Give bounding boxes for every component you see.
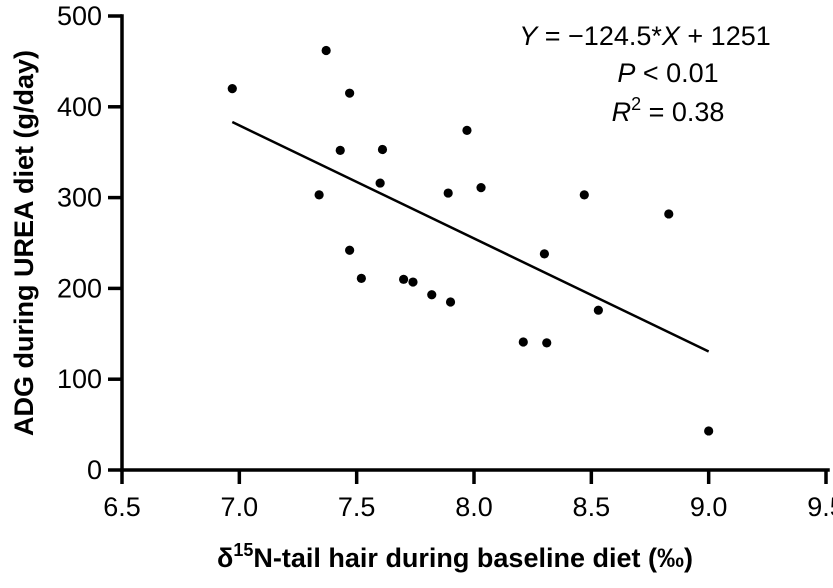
x-tick-label: 8.5 [573, 492, 611, 522]
data-point [377, 144, 388, 155]
r-symbol: R [612, 97, 632, 127]
x-axis-title-sup: 15 [233, 540, 253, 560]
data-point [593, 305, 603, 315]
data-point [443, 188, 453, 198]
data-point [227, 84, 237, 94]
r-rest: = 0.38 [641, 97, 724, 127]
data-point [704, 426, 714, 436]
regression-equation: Y = −124.5*X + 1251 [519, 21, 771, 51]
x-ticks: 6.5 7.0 7.5 8.0 8.5 9.0 9.5 [103, 470, 833, 522]
y-tick-label: 0 [87, 455, 102, 485]
data-point [345, 245, 355, 255]
x-tick-label: 7.5 [338, 492, 376, 522]
data-point [476, 183, 486, 193]
data-point [579, 190, 589, 200]
eq-mid: = −124.5* [537, 21, 662, 51]
data-point [408, 277, 418, 287]
x-tick-label: 9.5 [807, 492, 833, 522]
eq-end: + 1251 [680, 21, 771, 51]
data-point [462, 125, 472, 136]
p-symbol: P [617, 58, 635, 88]
data-point [335, 145, 345, 155]
data-point [356, 273, 366, 284]
data-point [539, 249, 550, 259]
data-point [375, 178, 385, 188]
y-tick-label: 200 [57, 273, 102, 303]
x-tick-label: 9.0 [690, 492, 728, 522]
data-point [542, 338, 552, 348]
points-layer [227, 45, 714, 436]
data-point [314, 190, 324, 200]
data-point [399, 274, 409, 284]
r-squared: R2 = 0.38 [612, 94, 725, 127]
x-tick-label: 8.0 [455, 492, 493, 522]
eq-y-symbol: Y [519, 21, 539, 51]
x-axis-title-delta: δ [217, 543, 233, 573]
data-point [518, 337, 528, 347]
y-tick-label: 500 [57, 1, 102, 31]
r-sup: 2 [631, 94, 641, 114]
x-tick-label: 7.0 [221, 492, 259, 522]
data-point [321, 45, 331, 56]
y-tick-label: 100 [57, 364, 102, 394]
fit-layer [231, 120, 710, 353]
p-rest: < 0.01 [635, 58, 718, 88]
regression-line [231, 120, 710, 353]
y-tick-label: 300 [57, 183, 102, 213]
y-tick-label: 400 [57, 92, 102, 122]
p-value: P < 0.01 [617, 58, 718, 88]
x-axis-title: δ15N-tail hair during baseline diet (‰) [217, 540, 693, 573]
data-point [427, 290, 437, 300]
data-point [664, 209, 674, 219]
data-point [345, 88, 355, 98]
data-point [445, 297, 456, 307]
y-axis-title: ADG during UREA diet (g/day) [9, 50, 39, 436]
y-ticks: 0 100 200 300 400 500 [57, 1, 122, 485]
eq-x-symbol: X [661, 21, 681, 51]
x-axis-title-rest: N-tail hair during baseline diet (‰) [253, 543, 693, 573]
x-tick-label: 6.5 [103, 492, 141, 522]
